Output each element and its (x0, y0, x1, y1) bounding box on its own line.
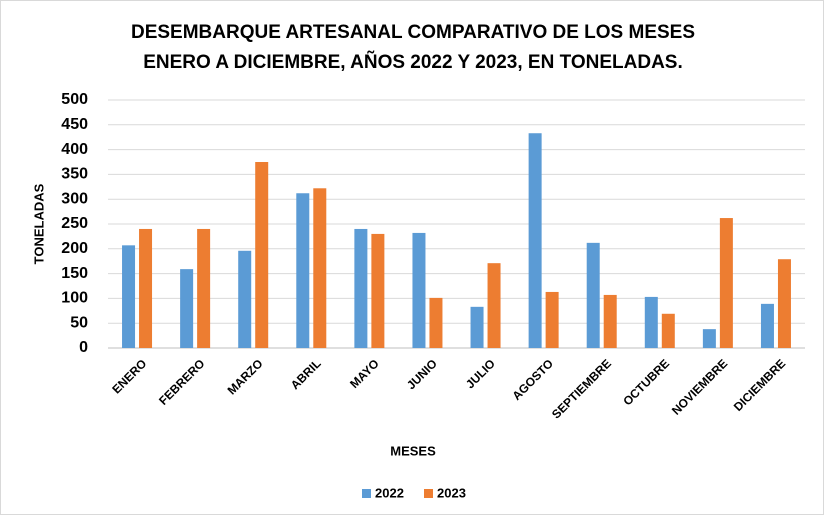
legend-label: 2022 (375, 485, 404, 500)
y-tick-label: 450 (61, 116, 88, 133)
bar (603, 294, 617, 348)
bar (661, 313, 675, 348)
y-tick-label: 300 (61, 190, 88, 207)
chart-title: ENERO A DICIEMBRE, AÑOS 2022 Y 2023, EN … (143, 51, 683, 73)
y-tick-label: 250 (61, 215, 88, 232)
bar (255, 162, 269, 348)
y-tick-label: 50 (70, 314, 88, 331)
bar (313, 188, 327, 348)
bar (412, 232, 426, 348)
chart-title: DESEMBARQUE ARTESANAL COMPARATIVO DE LOS… (131, 22, 695, 43)
bar (487, 263, 501, 348)
bar (197, 228, 211, 348)
y-tick-label: 400 (61, 141, 88, 158)
bar (719, 218, 733, 348)
y-tick-label: 150 (61, 265, 88, 282)
bar (760, 303, 774, 348)
bar (429, 297, 443, 348)
bar (371, 233, 385, 348)
bar (586, 242, 600, 348)
bar (470, 306, 484, 348)
bar (354, 228, 368, 348)
legend-swatch (424, 489, 433, 498)
legend-label: 2023 (437, 485, 466, 500)
y-tick-label: 0 (79, 339, 88, 356)
bar (644, 296, 658, 348)
bar (777, 259, 791, 348)
y-tick-label: 200 (61, 240, 88, 257)
legend-swatch (362, 489, 371, 498)
bar (296, 193, 310, 348)
y-axis-label: TONELADAS (31, 183, 46, 264)
bar (122, 245, 136, 348)
x-axis-label: MESES (390, 443, 436, 458)
y-tick-label: 100 (61, 290, 88, 307)
bar (139, 228, 153, 348)
bar (702, 329, 716, 348)
y-tick-label: 500 (61, 91, 88, 108)
bar (528, 133, 542, 348)
bar (238, 250, 252, 348)
bar (180, 269, 194, 348)
bar (545, 291, 559, 348)
y-tick-label: 350 (61, 166, 88, 183)
